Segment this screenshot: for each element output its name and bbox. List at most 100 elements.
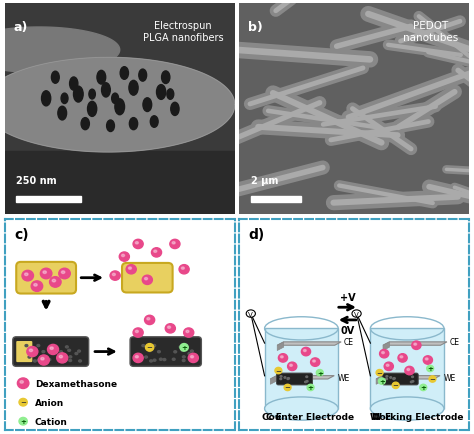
Ellipse shape: [172, 242, 175, 244]
Ellipse shape: [61, 94, 68, 104]
Ellipse shape: [65, 346, 68, 348]
Ellipse shape: [115, 99, 125, 115]
Ellipse shape: [170, 240, 180, 249]
Ellipse shape: [41, 358, 44, 360]
Ellipse shape: [69, 356, 72, 358]
Ellipse shape: [133, 353, 143, 363]
Text: 250 nm: 250 nm: [16, 175, 57, 185]
Text: d): d): [248, 227, 265, 241]
Ellipse shape: [153, 359, 156, 362]
Ellipse shape: [107, 121, 114, 132]
Ellipse shape: [414, 343, 417, 345]
Ellipse shape: [392, 382, 399, 388]
Ellipse shape: [191, 360, 194, 362]
Ellipse shape: [307, 385, 314, 391]
Ellipse shape: [59, 269, 70, 279]
Ellipse shape: [165, 324, 175, 333]
Text: +: +: [20, 418, 26, 424]
Ellipse shape: [69, 360, 72, 362]
Ellipse shape: [407, 368, 410, 371]
Ellipse shape: [37, 359, 40, 362]
Ellipse shape: [68, 349, 71, 352]
Text: a): a): [14, 21, 28, 34]
Text: +: +: [317, 370, 323, 376]
Ellipse shape: [19, 418, 27, 425]
Ellipse shape: [154, 250, 157, 253]
Ellipse shape: [386, 365, 389, 366]
Ellipse shape: [393, 378, 395, 379]
Ellipse shape: [25, 273, 28, 276]
Ellipse shape: [182, 356, 185, 358]
Text: CE: CE: [449, 338, 459, 347]
Polygon shape: [0, 28, 120, 73]
Ellipse shape: [50, 277, 61, 288]
Text: Dexamethasone: Dexamethasone: [35, 379, 117, 388]
Ellipse shape: [188, 353, 198, 363]
Text: CE: CE: [344, 338, 354, 347]
Polygon shape: [277, 342, 283, 351]
Ellipse shape: [280, 378, 282, 380]
Ellipse shape: [147, 318, 150, 320]
Ellipse shape: [88, 102, 97, 117]
Ellipse shape: [316, 370, 323, 376]
Ellipse shape: [81, 118, 90, 130]
Ellipse shape: [310, 358, 320, 366]
Ellipse shape: [142, 345, 145, 347]
Text: −: −: [377, 370, 383, 376]
Ellipse shape: [52, 279, 55, 282]
Ellipse shape: [70, 78, 78, 91]
Text: +: +: [181, 345, 187, 351]
Ellipse shape: [393, 378, 395, 380]
Text: +: +: [427, 365, 433, 372]
Ellipse shape: [246, 310, 255, 318]
Ellipse shape: [133, 240, 143, 249]
Ellipse shape: [129, 81, 138, 96]
Polygon shape: [0, 58, 235, 153]
Text: +: +: [420, 385, 426, 391]
Text: +: +: [308, 385, 313, 391]
Ellipse shape: [97, 71, 106, 85]
Text: Working Electrode: Working Electrode: [370, 413, 463, 421]
Ellipse shape: [287, 378, 289, 380]
Ellipse shape: [370, 397, 444, 420]
Ellipse shape: [44, 358, 47, 361]
Ellipse shape: [157, 351, 160, 353]
Ellipse shape: [121, 255, 125, 257]
Text: C E: C E: [266, 413, 282, 421]
Ellipse shape: [183, 328, 194, 338]
Ellipse shape: [411, 376, 413, 378]
FancyBboxPatch shape: [13, 337, 89, 366]
Ellipse shape: [29, 349, 33, 352]
Ellipse shape: [28, 356, 31, 358]
Ellipse shape: [119, 253, 129, 262]
Ellipse shape: [58, 358, 61, 361]
Polygon shape: [5, 152, 235, 215]
Ellipse shape: [32, 350, 35, 352]
Ellipse shape: [188, 353, 191, 355]
Ellipse shape: [167, 90, 174, 100]
Ellipse shape: [303, 350, 306, 352]
Ellipse shape: [139, 70, 146, 82]
Ellipse shape: [281, 356, 283, 358]
Ellipse shape: [386, 376, 388, 377]
Ellipse shape: [159, 358, 162, 361]
Text: Anion: Anion: [35, 398, 64, 407]
Text: −: −: [275, 368, 282, 374]
Ellipse shape: [78, 350, 81, 352]
Ellipse shape: [182, 360, 185, 362]
Polygon shape: [264, 329, 338, 408]
Ellipse shape: [162, 72, 170, 84]
Ellipse shape: [429, 376, 436, 382]
Text: Counter Electrode: Counter Electrode: [262, 413, 355, 421]
Ellipse shape: [275, 368, 282, 374]
Ellipse shape: [384, 362, 393, 371]
Ellipse shape: [120, 68, 128, 80]
Ellipse shape: [129, 118, 137, 130]
Ellipse shape: [280, 376, 282, 377]
Ellipse shape: [58, 107, 67, 121]
Ellipse shape: [47, 345, 59, 355]
Polygon shape: [376, 376, 383, 385]
Ellipse shape: [382, 352, 384, 354]
Text: V: V: [248, 311, 253, 317]
Ellipse shape: [352, 310, 361, 318]
